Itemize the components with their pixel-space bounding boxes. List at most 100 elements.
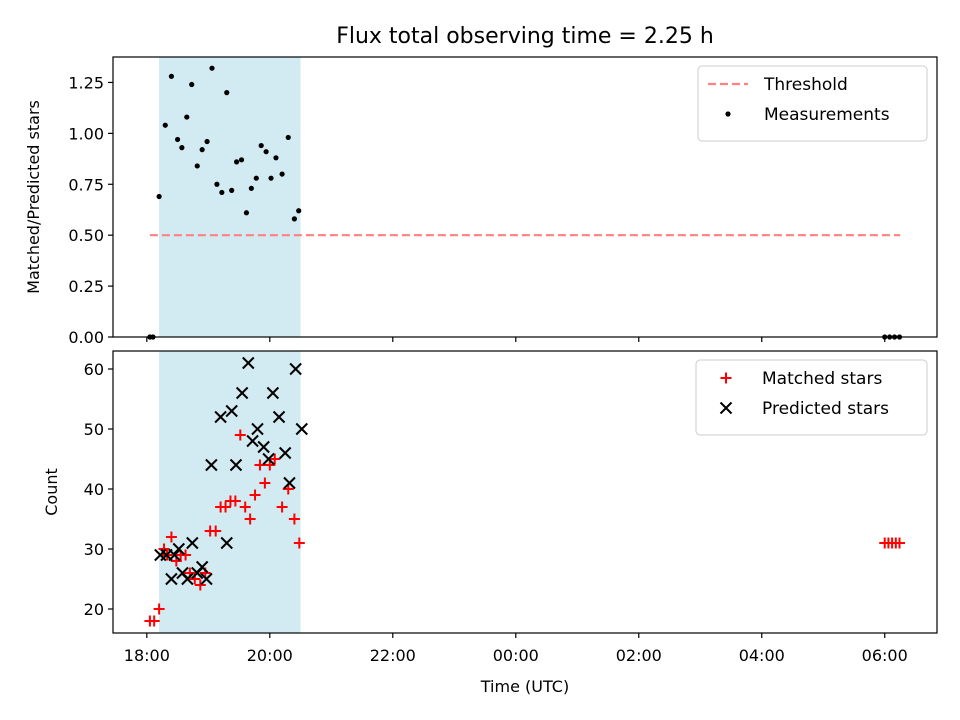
matched-star-point <box>148 615 160 627</box>
matched-star-point <box>210 525 222 537</box>
y-tick-label: 60 <box>84 360 104 379</box>
axes-frame <box>112 350 938 634</box>
matched-star-point <box>244 513 256 525</box>
x-tick-label: 18:00 <box>124 646 170 665</box>
measurement-point <box>156 193 162 200</box>
y-tick-label: 40 <box>84 480 104 499</box>
measurement-point <box>285 134 291 141</box>
legend: Matched stars Predicted stars <box>695 359 928 436</box>
observing-window-band <box>159 57 301 337</box>
measurement-point <box>253 175 259 181</box>
measurement-point <box>291 216 298 222</box>
x-tick-label: 00:00 <box>493 646 539 665</box>
predicted-star-point <box>257 440 270 454</box>
matched-star-point <box>276 501 288 513</box>
legend-label: Matched stars <box>762 369 882 389</box>
x-tick-label: 20:00 <box>247 646 293 665</box>
legend-box <box>697 65 928 142</box>
y-tick-label: 1.25 <box>68 73 104 92</box>
predicted-star-point <box>266 386 280 400</box>
predicted-star-point <box>246 434 259 448</box>
predicted-star-point <box>220 536 233 550</box>
series-measurements <box>147 65 903 340</box>
chart-title: Flux total observing time = 2.25 h <box>336 24 714 49</box>
x-axis-label: Time (UTC) <box>480 677 569 696</box>
predicted-star-point <box>195 560 209 574</box>
measurement-point <box>263 149 269 155</box>
y-axis-label: Matched/Predicted stars <box>24 100 43 294</box>
matched-star-point <box>293 537 305 549</box>
predicted-star-point <box>200 572 213 586</box>
measurement-point <box>219 189 225 196</box>
x-tick-label: 22:00 <box>370 646 416 665</box>
predicted-star-point <box>165 572 178 586</box>
measurement-point <box>273 155 279 161</box>
measurement-point <box>248 185 254 191</box>
matched-star-point <box>194 579 206 591</box>
observing-window-band <box>159 351 301 633</box>
matched-star-point <box>249 489 261 501</box>
matched-star-point <box>259 477 271 489</box>
matched-star-point <box>893 537 905 549</box>
matched-star-point <box>153 603 165 615</box>
top-panel: 0.00 0.25 0.50 0.75 1.00 1.25 Matched/Predicte… <box>24 56 938 347</box>
measurement-point <box>194 163 200 169</box>
predicted-star-point <box>251 422 264 436</box>
y-axis-label: Count <box>42 468 61 516</box>
legend-label: Threshold <box>763 75 848 95</box>
measurement-point <box>224 90 230 96</box>
legend-measurement-swatch <box>725 111 731 117</box>
predicted-star-point <box>235 386 249 400</box>
legend-predicted-swatch <box>719 401 733 415</box>
matched-star-point <box>239 501 251 513</box>
measurement-point <box>243 210 250 216</box>
matched-star-point <box>269 453 281 465</box>
predicted-star-point <box>272 410 286 424</box>
x-tick-label: 04:00 <box>739 646 785 665</box>
measurement-point <box>238 157 245 163</box>
predicted-star-point <box>229 458 243 472</box>
predicted-star-point <box>186 536 199 550</box>
predicted-star-point <box>295 422 308 436</box>
measurement-point <box>199 147 205 153</box>
predicted-star-point <box>225 404 238 418</box>
measurement-point <box>174 136 181 143</box>
predicted-star-point <box>205 458 218 472</box>
matched-star-point <box>180 549 192 561</box>
matched-star-point <box>229 495 241 507</box>
measurement-point <box>179 145 185 151</box>
measurement-point <box>162 122 168 128</box>
measurement-point <box>168 73 175 79</box>
y-tick-label: 30 <box>84 540 104 559</box>
legend-label: Measurements <box>764 105 890 125</box>
series-matched-stars <box>144 429 905 627</box>
measurement-point <box>209 65 215 71</box>
series-predicted-stars <box>154 356 308 586</box>
predicted-star-point <box>278 446 292 460</box>
predicted-star-point <box>242 356 255 370</box>
legend: Threshold Measurements <box>697 65 928 142</box>
legend-label: Predicted stars <box>762 399 889 419</box>
y-tick-label: 0.25 <box>68 277 104 296</box>
measurement-point <box>268 175 274 181</box>
measurement-point <box>279 171 285 177</box>
matched-star-point <box>288 513 300 525</box>
matched-star-point <box>165 531 177 543</box>
predicted-star-point <box>181 572 194 586</box>
measurement-point <box>234 159 240 165</box>
predicted-star-point <box>289 362 302 376</box>
x-tick-label: 06:00 <box>862 646 908 665</box>
predicted-star-point <box>168 548 181 562</box>
measurement-point <box>296 208 302 214</box>
measurement-point <box>258 142 264 149</box>
legend-box <box>695 359 928 436</box>
measurement-point <box>184 114 190 120</box>
x-tick-label: 02:00 <box>616 646 662 665</box>
predicted-star-point <box>283 476 296 490</box>
y-tick-label: 50 <box>84 420 104 439</box>
predicted-star-point <box>172 542 186 556</box>
y-tick-label: 0.50 <box>68 226 104 245</box>
matched-star-point <box>220 501 232 513</box>
y-tick-label: 20 <box>84 600 104 619</box>
